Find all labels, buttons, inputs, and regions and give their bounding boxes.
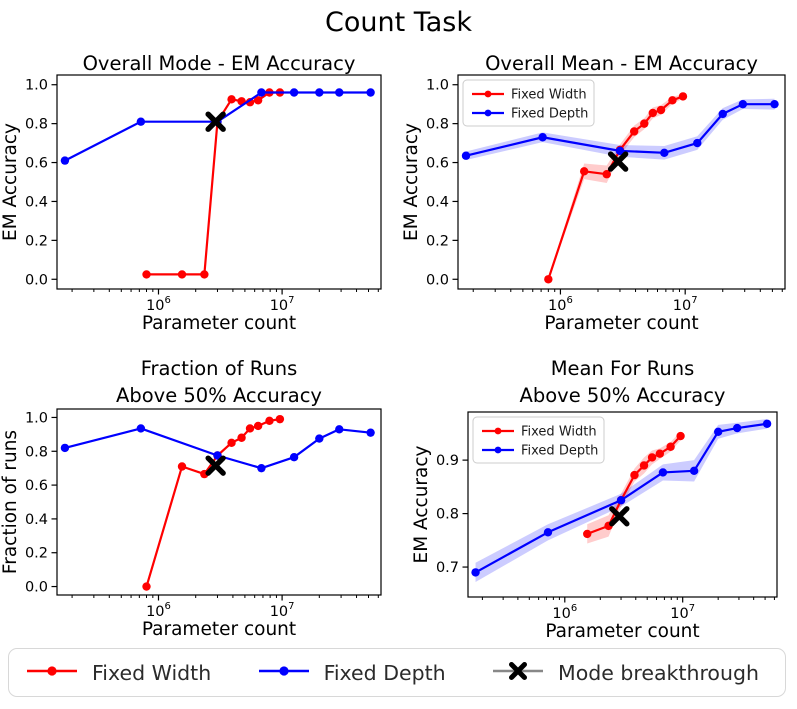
fixed-width-line-icon <box>25 659 79 687</box>
figure-legend: Fixed Width Fixed Depth Mode breakthroug… <box>8 648 786 697</box>
series-fixed-depth <box>471 419 772 577</box>
y-axis: 0.0 0.2 0.4 0.6 0.8 1.0 <box>25 78 57 288</box>
x-axis: 106 107 <box>71 289 379 314</box>
x-axis-label: Parameter count <box>544 313 698 334</box>
axes-legend-label: Fixed Depth <box>511 107 588 122</box>
chart-canvas-mean-runs: 106 107 0.7 0.8 0.9 Mean For Runs Above 50% Ac… <box>411 357 778 642</box>
x-tick-label: 106 <box>552 603 577 622</box>
legend-item-fixed-width: Fixed Width <box>25 659 211 687</box>
axes-legend-label: Fixed Width <box>511 88 587 103</box>
y-axis: 0.0 0.2 0.4 0.6 0.8 1.0 <box>25 410 57 596</box>
legend-item-fixed-depth: Fixed Depth <box>257 659 446 687</box>
x-tick-label: 106 <box>146 295 171 314</box>
y-tick-label: 0.4 <box>25 512 48 528</box>
y-axis-label: EM Accuracy <box>411 445 432 563</box>
y-tick-label: 0.8 <box>25 117 48 133</box>
y-axis-label: EM Accuracy <box>0 123 21 241</box>
series-fixed-width <box>142 88 285 279</box>
x-tick-label: 107 <box>270 295 295 314</box>
y-tick-label: 0.9 <box>436 453 459 469</box>
x-axis: 106 107 <box>481 597 775 622</box>
subplot-title: Above 50% Accuracy <box>520 384 726 407</box>
subplot-title: Overall Mean - EM Accuracy <box>485 52 758 75</box>
subplot-mean-for-runs: 106 107 0.7 0.8 0.9 Mean For Runs Above 50% Ac… <box>399 352 797 648</box>
y-tick-label: 0.2 <box>426 233 449 249</box>
subplot-title: Overall Mode - EM Accuracy <box>83 52 356 75</box>
subplot-title: Mean For Runs <box>551 357 695 380</box>
legend-label-fixed-depth: Fixed Depth <box>323 660 446 685</box>
chart-canvas-overall-mean: 106 107 0.0 0.2 0.4 0.6 0.8 1.0 Overall Mean - E… <box>401 52 786 334</box>
y-tick-label: 0.6 <box>426 156 449 172</box>
legend-label-mode-breakthrough: Mode breakthrough <box>558 660 759 685</box>
band-fixed-width <box>587 431 681 544</box>
y-tick-label: 0.2 <box>25 233 48 249</box>
legend-label-fixed-width: Fixed Width <box>92 660 212 685</box>
x-tick-label: 107 <box>270 601 295 620</box>
subplot-overall-mode-em-accuracy: 106 107 0.0 0.2 0.4 0.6 0.8 1.0 Overall Mode - E… <box>0 46 398 346</box>
axes-legend-label: Fixed Width <box>521 425 597 440</box>
x-tick-label: 106 <box>146 601 171 620</box>
x-tick-label: 107 <box>673 295 698 314</box>
y-tick-label: 0.8 <box>426 117 449 133</box>
y-tick-label: 0.0 <box>25 272 48 288</box>
subplot-overall-mean-em-accuracy: 106 107 0.0 0.2 0.4 0.6 0.8 1.0 Overall Mean - E… <box>399 46 797 346</box>
series-fixed-width <box>142 414 285 591</box>
axes-legend: Fixed Width Fixed Depth <box>462 79 595 127</box>
y-tick-label: 1.0 <box>25 410 48 426</box>
mode-breakthrough-x-icon <box>491 659 545 687</box>
legend-item-mode-breakthrough: Mode breakthrough <box>491 659 759 687</box>
x-axis-label: Parameter count <box>142 313 296 334</box>
subplot-title: Above 50% Accuracy <box>116 384 322 407</box>
subplot-title: Fraction of Runs <box>141 357 298 380</box>
mode-breakthrough-marker <box>205 111 226 132</box>
chart-canvas-fraction-runs: 106 107 0.0 0.2 0.4 0.6 0.8 1.0 Fraction of Runs… <box>0 357 382 640</box>
chart-canvas-overall-mode: 106 107 0.0 0.2 0.4 0.6 0.8 1.0 Overall Mode - E… <box>0 52 382 334</box>
y-tick-label: 0.4 <box>426 194 449 210</box>
axes-frame <box>457 74 786 290</box>
axes-legend-label: Fixed Depth <box>521 444 598 459</box>
y-tick-label: 0.6 <box>25 156 48 172</box>
y-tick-label: 0.7 <box>436 560 459 576</box>
y-tick-label: 0.0 <box>426 272 449 288</box>
fixed-depth-line-icon <box>257 659 311 687</box>
axes-frame <box>467 411 778 598</box>
axes-frame <box>56 408 382 596</box>
subplot-fraction-of-runs: 106 107 0.0 0.2 0.4 0.6 0.8 1.0 Fraction of Runs… <box>0 352 398 648</box>
y-tick-label: 1.0 <box>426 78 449 94</box>
y-tick-label: 1.0 <box>25 78 48 94</box>
y-tick-label: 0.0 <box>25 580 48 596</box>
series-fixed-depth <box>461 99 779 160</box>
axes-legend: Fixed Width Fixed Depth <box>472 416 605 464</box>
y-tick-label: 0.6 <box>25 478 48 494</box>
x-marker-swatch <box>493 661 544 680</box>
x-axis: 106 107 <box>472 289 783 314</box>
mode-breakthrough-marker <box>607 151 629 172</box>
series-fixed-depth <box>60 424 375 473</box>
series-fixed-width <box>583 431 685 539</box>
line-dot-swatch <box>258 665 309 676</box>
y-tick-label: 0.2 <box>25 546 48 562</box>
y-tick-label: 0.4 <box>25 194 48 210</box>
x-axis-label: Parameter count <box>545 621 699 642</box>
y-axis-label: Fraction of runs <box>0 430 21 574</box>
x-tick-label: 107 <box>670 603 695 622</box>
y-axis: 0.0 0.2 0.4 0.6 0.8 1.0 <box>426 78 458 288</box>
y-axis: 0.7 0.8 0.9 <box>436 453 468 576</box>
x-axis: 106 107 <box>71 595 379 620</box>
y-tick-label: 0.8 <box>25 444 48 460</box>
axes-frame <box>56 74 382 290</box>
mode-breakthrough-marker <box>205 455 226 476</box>
x-axis-label: Parameter count <box>142 619 296 640</box>
x-tick-label: 106 <box>548 295 573 314</box>
line-dot-swatch <box>27 665 77 676</box>
y-tick-label: 0.8 <box>436 507 459 523</box>
mode-breakthrough-marker <box>609 506 630 527</box>
y-axis-label: EM Accuracy <box>401 123 422 241</box>
figure-title: Count Task <box>324 7 473 38</box>
